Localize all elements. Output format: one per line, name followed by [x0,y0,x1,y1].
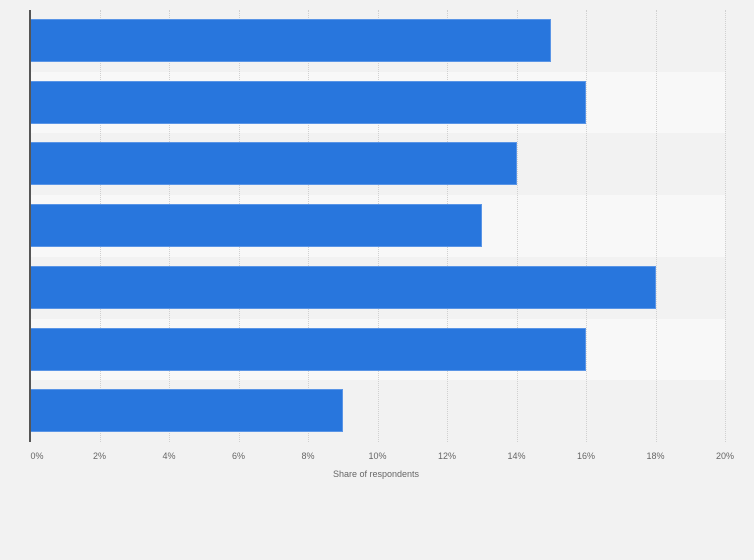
bar[interactable] [30,389,343,433]
x-tick-label: 4% [162,451,176,461]
gridline [725,10,726,442]
bar[interactable] [30,327,586,371]
bar[interactable] [30,204,482,248]
x-tick-label: 0% [30,451,44,461]
x-tick-label: 2% [92,451,107,461]
x-tick-label: 8% [301,451,315,461]
gridline [586,10,587,442]
x-tick-label: 6% [231,451,246,461]
x-axis-label: Share of respondents [332,469,420,479]
bar[interactable] [30,265,656,309]
x-tick-label: 16% [576,451,596,461]
gridline [516,10,518,442]
gridline [655,10,657,442]
x-tick-label: 18% [646,451,665,461]
bar[interactable] [30,80,586,124]
x-tick-label: 10% [368,451,387,461]
x-tick-label: 20% [715,451,735,461]
x-tick-label: 14% [507,451,526,461]
bar[interactable] [30,19,552,62]
bar[interactable] [30,142,517,186]
x-tick-label: 12% [437,451,457,461]
y-axis-line [29,10,31,442]
